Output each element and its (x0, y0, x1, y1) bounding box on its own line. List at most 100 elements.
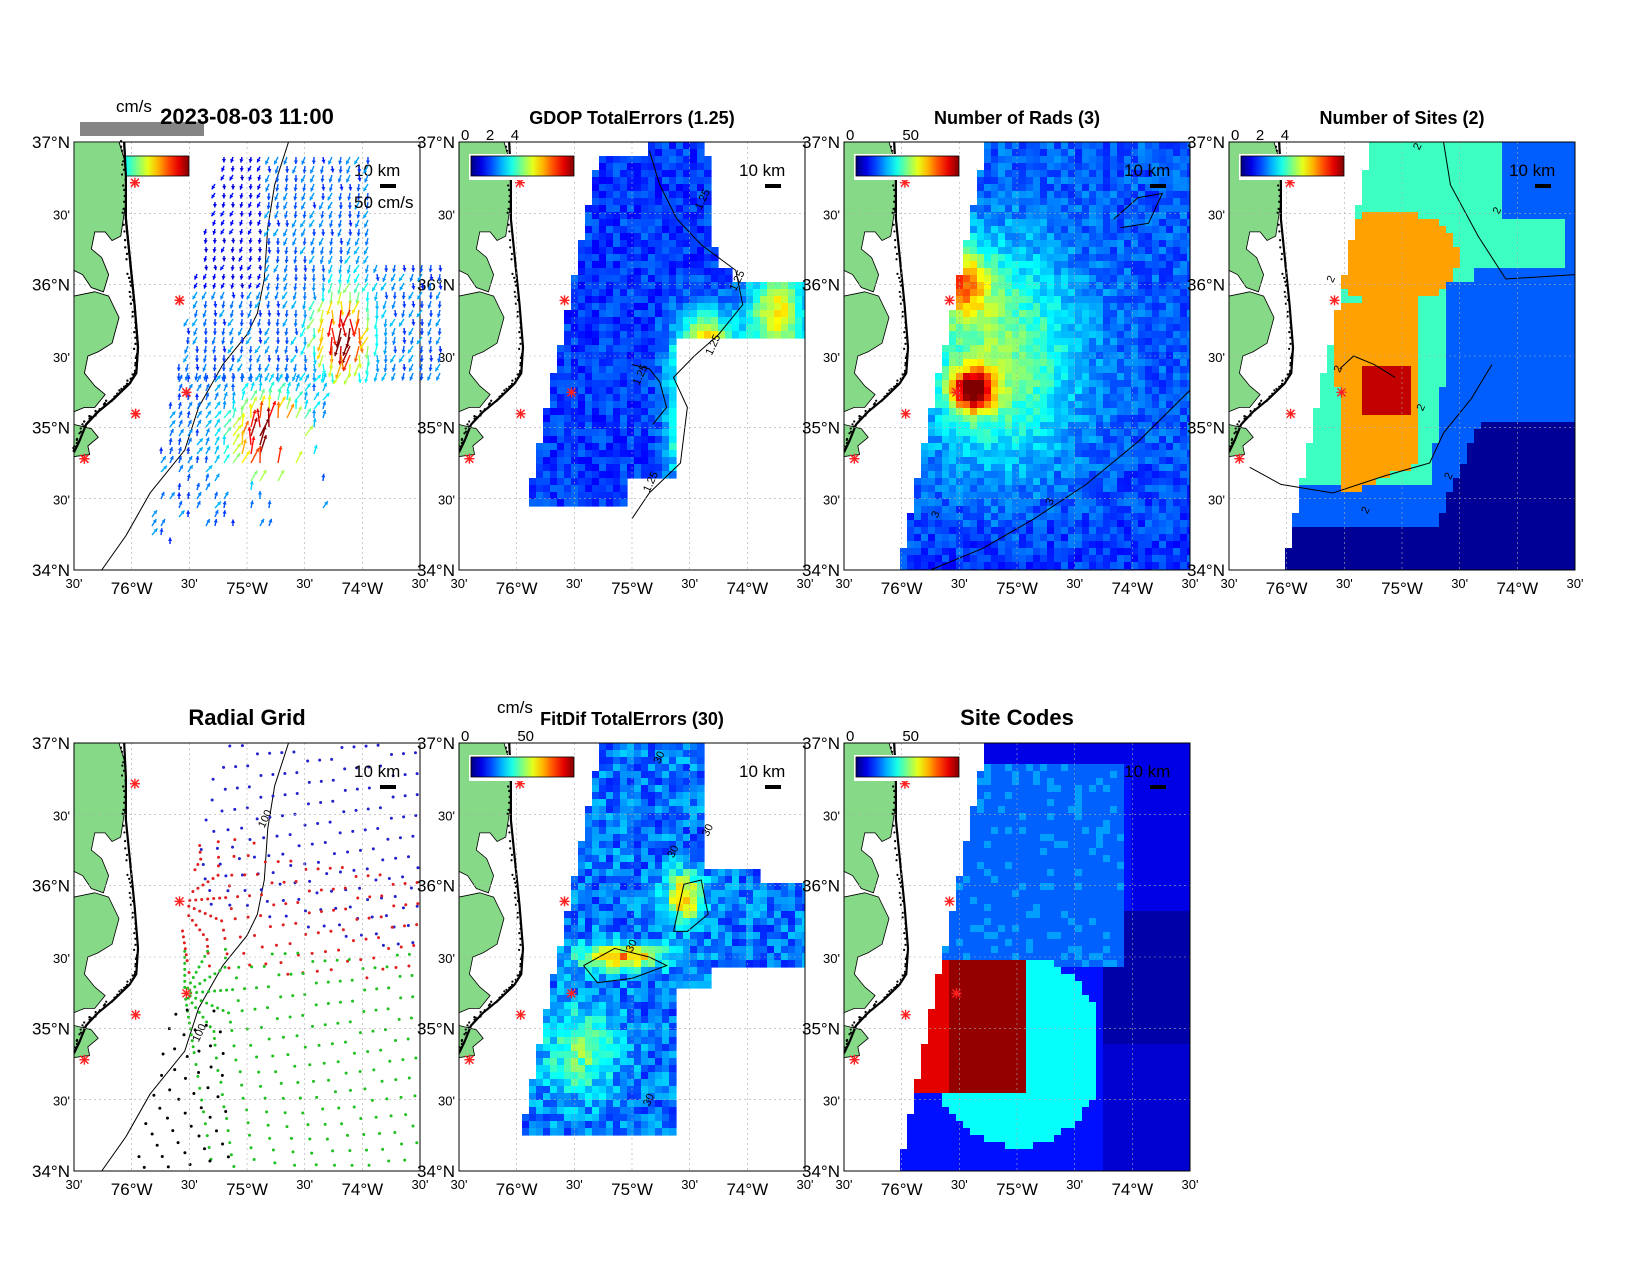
data-cell (1383, 317, 1391, 325)
data-cell (1488, 373, 1496, 381)
data-cell (1089, 254, 1097, 262)
data-cell (669, 275, 677, 283)
data-cell (655, 331, 663, 339)
data-cell (690, 184, 698, 192)
data-cell (1061, 275, 1069, 283)
data-cell (536, 443, 544, 451)
data-cell (1369, 240, 1377, 248)
data-cell (753, 303, 761, 311)
coast-dot (468, 420, 471, 423)
data-cell (1075, 387, 1083, 395)
data-cell (1110, 254, 1118, 262)
data-cell (711, 303, 719, 311)
data-cell (697, 156, 705, 164)
data-cell (627, 359, 635, 367)
data-cell (1159, 555, 1167, 563)
data-cell (1075, 310, 1083, 318)
data-cell (627, 240, 635, 248)
data-cell (1103, 450, 1111, 458)
data-cell (1376, 331, 1384, 339)
data-cell (592, 387, 600, 395)
data-cell (564, 499, 572, 507)
data-cell (1068, 485, 1076, 493)
contour-line (631, 364, 668, 425)
data-cell (1152, 457, 1160, 465)
data-cell (998, 198, 1006, 206)
data-cell (1152, 436, 1160, 444)
coast-dot (895, 258, 898, 261)
data-cell (1530, 324, 1538, 332)
data-cell (1537, 149, 1545, 157)
data-cell (578, 401, 586, 409)
data-cell (1145, 436, 1153, 444)
data-cell (998, 506, 1006, 514)
data-cell (1173, 555, 1181, 563)
data-cell (641, 289, 649, 297)
data-cell (1502, 233, 1510, 241)
data-cell (1054, 478, 1062, 486)
data-cell (1474, 233, 1482, 241)
data-cell (1166, 450, 1174, 458)
data-cell (606, 499, 614, 507)
data-cell (1124, 177, 1132, 185)
data-cell (1061, 520, 1069, 528)
data-cell (606, 268, 614, 276)
data-cell (1145, 282, 1153, 290)
data-cell (1047, 408, 1055, 416)
data-cell (1110, 191, 1118, 199)
data-cell (620, 310, 628, 318)
data-cell (613, 310, 621, 318)
data-cell (1173, 170, 1181, 178)
data-cell (564, 345, 572, 353)
data-cell (991, 485, 999, 493)
data-cell (1082, 394, 1090, 402)
data-cell (1117, 205, 1125, 213)
data-cell (1138, 254, 1146, 262)
data-cell (1173, 492, 1181, 500)
data-cell (1523, 380, 1531, 388)
data-cell (641, 219, 649, 227)
data-cell (1124, 212, 1132, 220)
data-cell (1033, 422, 1041, 430)
data-cell (1432, 177, 1440, 185)
data-cell (767, 296, 775, 304)
data-cell (1467, 184, 1475, 192)
data-cell (956, 408, 964, 416)
data-cell (984, 142, 992, 150)
data-cell (1187, 436, 1190, 444)
data-cell (648, 338, 656, 346)
data-cell (935, 485, 943, 493)
data-cell (1096, 345, 1104, 353)
data-cell (1509, 142, 1517, 150)
data-cell (907, 541, 915, 549)
data-cell (1159, 548, 1167, 556)
data-cell (1558, 310, 1566, 318)
data-cell (599, 471, 607, 479)
data-cell (592, 219, 600, 227)
data-cell (571, 359, 579, 367)
data-cell (1439, 240, 1447, 248)
data-cell (599, 324, 607, 332)
data-cell (1166, 562, 1174, 570)
data-cell (641, 443, 649, 451)
data-cell (1362, 317, 1370, 325)
data-cell (1131, 212, 1139, 220)
data-cell (634, 226, 642, 234)
data-cell (1068, 527, 1076, 535)
data-cell (991, 142, 999, 150)
data-cell (1082, 184, 1090, 192)
data-cell (1425, 324, 1433, 332)
data-cell (655, 394, 663, 402)
site-star-stroke (951, 387, 961, 397)
data-cell (1012, 254, 1020, 262)
data-cell (991, 457, 999, 465)
data-cell (1124, 464, 1132, 472)
data-cell (1166, 191, 1174, 199)
data-cell (641, 457, 649, 465)
data-cell (599, 268, 607, 276)
data-cell (1439, 366, 1447, 374)
data-cell (1089, 548, 1097, 556)
data-cell (1019, 450, 1027, 458)
data-cell (543, 471, 551, 479)
